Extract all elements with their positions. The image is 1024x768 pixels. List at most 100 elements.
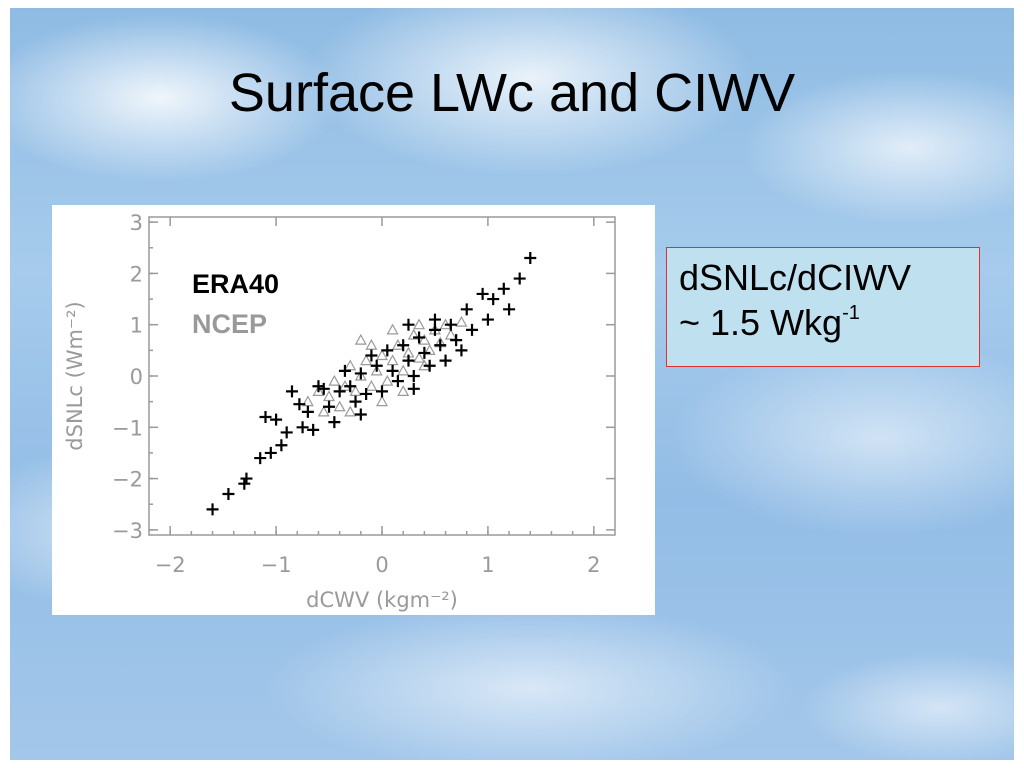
era40-point	[407, 382, 420, 395]
era40-point	[487, 293, 500, 306]
ncep-point	[375, 349, 389, 361]
era40-point	[296, 421, 309, 434]
era40-point	[434, 339, 447, 352]
era40-point	[344, 380, 357, 393]
slope-callout: dSNLc/dCIWV ~ 1.5 Wkg-1	[666, 247, 980, 367]
era40-point	[312, 380, 325, 393]
ncep-point	[360, 354, 373, 366]
era40-point	[413, 331, 426, 344]
y-tick-label: −3	[112, 519, 143, 543]
y-axis-title: dSNLc (Wm⁻²)	[63, 301, 87, 450]
ncep-point	[413, 318, 426, 330]
x-tick-label: −1	[261, 553, 292, 577]
era40-point	[466, 323, 479, 336]
era40-point	[503, 303, 516, 316]
era40-point	[270, 413, 283, 426]
era40-point	[338, 364, 351, 377]
era40-point	[259, 411, 272, 424]
ncep-point	[397, 385, 410, 396]
y-tick-label: 3	[130, 211, 143, 235]
era40-point	[386, 364, 399, 377]
ncep-point	[365, 338, 378, 350]
era40-point	[301, 405, 314, 418]
ncep-point	[423, 344, 436, 355]
era40-point	[317, 382, 330, 395]
era40-point	[513, 272, 526, 285]
era40-point	[222, 487, 235, 500]
era40-point	[455, 344, 468, 357]
ncep-point	[301, 395, 314, 407]
era40-point	[497, 282, 510, 295]
ncep-point	[317, 405, 330, 417]
ncep-point	[344, 405, 357, 417]
ncep-point	[418, 333, 431, 345]
x-tick-label: 0	[375, 553, 388, 577]
y-tick-label: 1	[130, 314, 143, 338]
x-tick-label: 1	[481, 553, 494, 577]
ncep-series	[301, 315, 468, 417]
era40-point	[264, 446, 277, 459]
era40-point	[444, 318, 457, 331]
era40-point	[240, 472, 253, 485]
ncep-point	[386, 323, 399, 335]
era40-point	[460, 303, 473, 316]
y-tick-label: −1	[112, 416, 143, 440]
ncep-point	[349, 385, 362, 396]
era40-point	[206, 503, 219, 516]
era40-point	[280, 426, 293, 439]
ncep-point	[386, 354, 399, 366]
era40-point	[397, 339, 410, 352]
ncep-point	[344, 359, 357, 371]
era40-point	[418, 346, 431, 359]
era40-point	[428, 323, 441, 336]
era40-point	[293, 398, 306, 411]
legend-ncep: NCEP	[192, 309, 267, 339]
x-tick-label: 2	[587, 553, 600, 577]
era40-point	[307, 423, 320, 436]
scatter-figure: −2 −1 0 1 2 −3 −2 −1 0 1 2 3 dCWV (kgm⁻²) dSNLc (W…	[52, 205, 655, 615]
era40-point	[476, 287, 489, 300]
callout-slope-value: ~ 1.5 Wkg-1	[679, 300, 967, 346]
ncep-point	[365, 380, 378, 391]
y-tick-label: 2	[130, 262, 143, 286]
ncep-point	[407, 328, 420, 340]
callout-ratio-label: dSNLc/dCIWV	[679, 257, 912, 298]
ncep-point	[370, 364, 383, 376]
ncep-point	[375, 395, 389, 407]
era40-point	[381, 344, 394, 357]
era40-point	[354, 408, 367, 421]
era40-point	[423, 359, 436, 372]
era40-point	[481, 313, 494, 326]
ncep-point	[354, 333, 367, 345]
era40-point	[328, 416, 341, 429]
era40-point	[439, 354, 452, 367]
slide-title: Surface LWc and CIWV	[228, 63, 796, 123]
ncep-point	[328, 374, 341, 386]
ncep-point	[413, 351, 426, 363]
ncep-point	[323, 390, 336, 402]
axis-ticks	[149, 217, 615, 535]
x-tick-label: −2	[155, 553, 186, 577]
era40-point	[407, 370, 420, 382]
scatter-chart: −2 −1 0 1 2 −3 −2 −1 0 1 2 3 dCWV (kgm⁻²) dSNLc (W…	[63, 211, 616, 612]
era40-point	[402, 318, 415, 331]
ncep-point	[381, 374, 394, 386]
era40-point	[376, 385, 388, 398]
era40-point	[323, 400, 336, 413]
y-tick-labels: −3 −2 −1 0 1 2 3	[112, 211, 143, 543]
ncep-point	[312, 385, 325, 396]
era40-point	[349, 395, 362, 408]
era40-point	[370, 359, 383, 372]
plot-frame	[148, 216, 616, 536]
legend-era40: ERA40	[192, 269, 279, 299]
era40-point	[238, 477, 251, 490]
era40-point	[402, 354, 415, 367]
callout-slope-text: ~ 1.5 Wkg	[679, 302, 843, 343]
era40-point	[275, 439, 288, 452]
era40-point	[391, 375, 404, 388]
era40-point	[360, 387, 373, 400]
ncep-point	[444, 328, 457, 340]
era40-series	[206, 252, 537, 516]
era40-point	[524, 252, 537, 265]
era40-point	[333, 385, 346, 398]
